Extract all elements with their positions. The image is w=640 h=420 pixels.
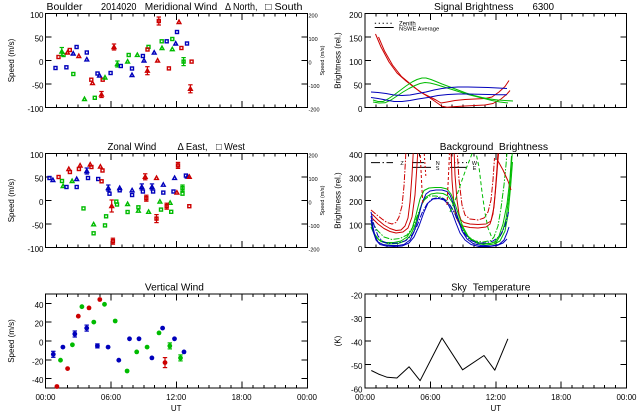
svg-text:-40: -40	[32, 376, 44, 385]
svg-text:S: S	[436, 166, 440, 172]
svg-text:Speed (m/s): Speed (m/s)	[320, 185, 326, 215]
svg-text:(K): (K)	[334, 335, 343, 346]
svg-text:100: 100	[309, 37, 318, 43]
svg-text:20: 20	[35, 320, 44, 329]
svg-text:-30: -30	[351, 315, 363, 324]
svg-text:00:00: 00:00	[616, 393, 637, 402]
svg-text:18:00: 18:00	[551, 393, 572, 402]
svg-text:UT: UT	[490, 404, 501, 413]
svg-text:Zenith: Zenith	[399, 22, 416, 28]
svg-text:-20: -20	[351, 292, 363, 301]
svg-text:00:00: 00:00	[355, 393, 376, 402]
svg-text:N: N	[436, 161, 440, 167]
svg-text:UT: UT	[171, 404, 182, 413]
svg-text:-100: -100	[309, 84, 320, 90]
svg-text:Signal Brightness: Signal Brightness	[434, 2, 514, 13]
svg-text:Vertical Wind: Vertical Wind	[145, 283, 204, 294]
svg-text:Temperature: Temperature	[473, 283, 531, 294]
svg-text:Speed (m/s): Speed (m/s)	[7, 319, 16, 363]
svg-text:□ West: □ West	[216, 142, 245, 153]
svg-text:Sky: Sky	[451, 283, 467, 294]
svg-text:0: 0	[358, 245, 363, 254]
svg-text:Brightness: Brightness	[499, 142, 548, 153]
svg-text:100: 100	[30, 151, 44, 160]
svg-text:-200: -200	[309, 108, 320, 114]
svg-text:Δ North,: Δ North,	[225, 2, 258, 13]
svg-text:W: W	[472, 161, 478, 167]
svg-text:-40: -40	[351, 339, 363, 348]
svg-text:NSWE Average: NSWE Average	[399, 27, 439, 33]
svg-text:400: 400	[349, 151, 363, 160]
svg-text:-50: -50	[351, 362, 363, 371]
svg-text:-50: -50	[32, 222, 44, 231]
svg-text:-100: -100	[309, 224, 320, 230]
svg-text:Speed (m/s): Speed (m/s)	[320, 45, 326, 75]
svg-text:-20: -20	[32, 357, 44, 366]
svg-text:40: 40	[35, 301, 44, 310]
svg-text:0: 0	[309, 201, 312, 207]
svg-text:00:00: 00:00	[297, 393, 318, 402]
svg-text:-100: -100	[27, 105, 44, 114]
svg-text:200: 200	[309, 14, 318, 20]
svg-text:150: 150	[349, 35, 363, 44]
svg-text:Speed (m/s): Speed (m/s)	[7, 178, 16, 222]
svg-text:Zonal Wind: Zonal Wind	[108, 142, 157, 153]
svg-text:Brightness (rel.): Brightness (rel.)	[334, 32, 343, 89]
svg-text:200: 200	[349, 198, 363, 207]
svg-text:6300: 6300	[533, 2, 555, 13]
svg-text:-60: -60	[351, 386, 363, 395]
svg-text:200: 200	[349, 11, 363, 20]
svg-text:2014020: 2014020	[101, 2, 137, 13]
svg-text:Brightness (rel.): Brightness (rel.)	[334, 172, 343, 229]
svg-text:200: 200	[309, 154, 318, 160]
svg-text:50: 50	[35, 175, 44, 184]
svg-text:Δ East,: Δ East,	[178, 142, 208, 153]
svg-text:-50: -50	[32, 82, 44, 91]
svg-text:50: 50	[354, 82, 363, 91]
svg-text:-100: -100	[27, 245, 44, 254]
svg-text:100: 100	[349, 58, 363, 67]
svg-text:100: 100	[349, 222, 363, 231]
svg-text:E: E	[473, 166, 477, 172]
svg-text:06:00: 06:00	[101, 393, 122, 402]
svg-text:□ South: □ South	[265, 2, 303, 13]
svg-text:100: 100	[309, 177, 318, 183]
svg-text:12:00: 12:00	[486, 393, 507, 402]
svg-text:-200: -200	[309, 248, 320, 254]
svg-text:Speed (m/s): Speed (m/s)	[7, 38, 16, 82]
svg-text:0: 0	[309, 61, 312, 67]
svg-text:100: 100	[30, 11, 44, 20]
svg-text:0: 0	[39, 198, 44, 207]
svg-text:18:00: 18:00	[232, 393, 253, 402]
svg-text:12:00: 12:00	[166, 393, 187, 402]
svg-text:0: 0	[358, 105, 363, 114]
svg-text:06:00: 06:00	[420, 393, 441, 402]
svg-text:Boulder: Boulder	[47, 2, 84, 13]
svg-text:00:00: 00:00	[35, 393, 56, 402]
svg-text:0: 0	[39, 58, 44, 67]
svg-text:Z: Z	[400, 161, 404, 167]
svg-text:Background: Background	[440, 142, 494, 153]
svg-text:300: 300	[349, 175, 363, 184]
svg-text:50: 50	[35, 35, 44, 44]
svg-text:0: 0	[39, 339, 44, 348]
svg-text:Meridional Wind: Meridional Wind	[145, 2, 218, 13]
